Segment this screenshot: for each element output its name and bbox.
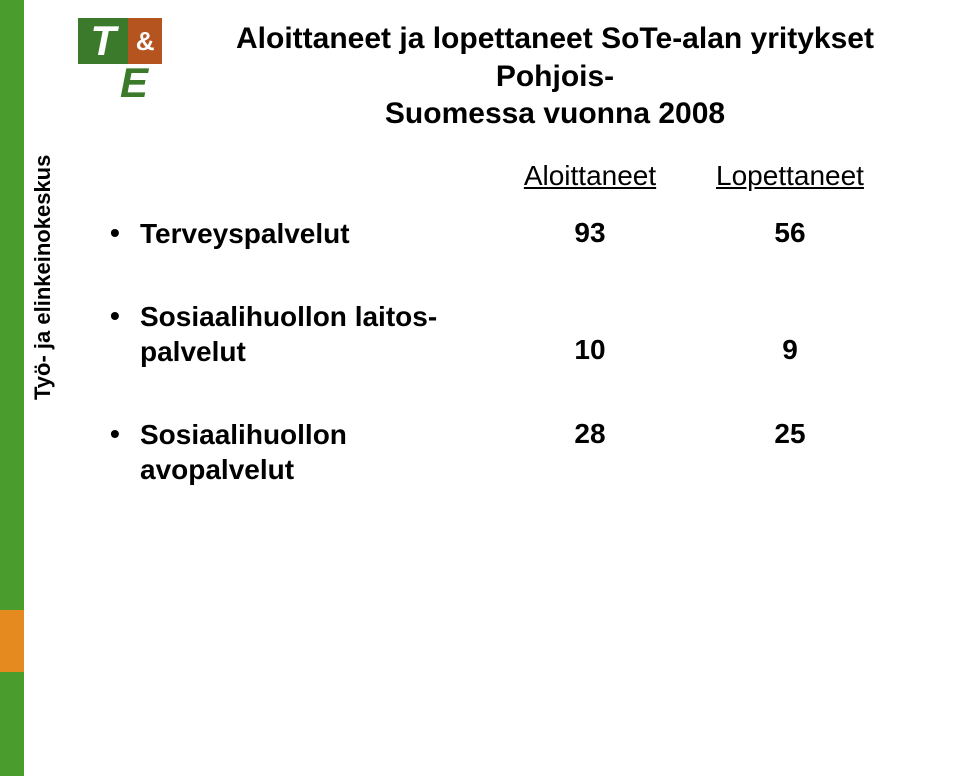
table-row: • Terveyspalvelut 93 56 <box>110 216 920 251</box>
col-header-stopped: Lopettaneet <box>690 160 890 192</box>
row-value-started: 10 <box>490 333 690 369</box>
bullet-icon: • <box>110 299 140 333</box>
bullet-icon: • <box>110 216 140 250</box>
row-label-line2: palvelut <box>140 334 490 369</box>
row-label-line1: Sosiaalihuollon laitos- <box>140 299 490 334</box>
table-row: • Sosiaalihuollon laitos- palvelut 10 9 <box>110 299 920 369</box>
col-header-started: Aloittaneet <box>490 160 690 192</box>
row-value-started: 28 <box>490 417 690 451</box>
table-row: • Sosiaalihuollon avopalvelut 28 25 <box>110 417 920 487</box>
slide-title: Aloittaneet ja lopettaneet SoTe-alan yri… <box>190 20 920 133</box>
logo-letter-e: E <box>120 62 148 104</box>
row-value-started: 93 <box>490 216 690 250</box>
logo-letter-t: T <box>90 20 116 62</box>
vertical-brand-label: Työ- ja elinkeinokeskus <box>30 155 56 400</box>
title-line-1: Aloittaneet ja lopettaneet SoTe-alan yri… <box>190 20 920 95</box>
table-header-row: Aloittaneet Lopettaneet <box>110 160 920 192</box>
side-accent-block <box>0 610 24 672</box>
bullet-icon: • <box>110 417 140 451</box>
row-value-stopped: 56 <box>690 216 890 250</box>
logo-letter-amp: & <box>136 28 155 54</box>
row-value-stopped: 9 <box>690 333 890 369</box>
data-table: Aloittaneet Lopettaneet • Terveyspalvelu… <box>110 160 920 535</box>
row-value-stopped: 25 <box>690 417 890 451</box>
title-line-2: Suomessa vuonna 2008 <box>190 95 920 133</box>
row-label: Sosiaalihuollon avopalvelut <box>140 419 347 485</box>
row-label: Terveyspalvelut <box>140 218 350 249</box>
te-logo: T & E <box>78 18 162 102</box>
